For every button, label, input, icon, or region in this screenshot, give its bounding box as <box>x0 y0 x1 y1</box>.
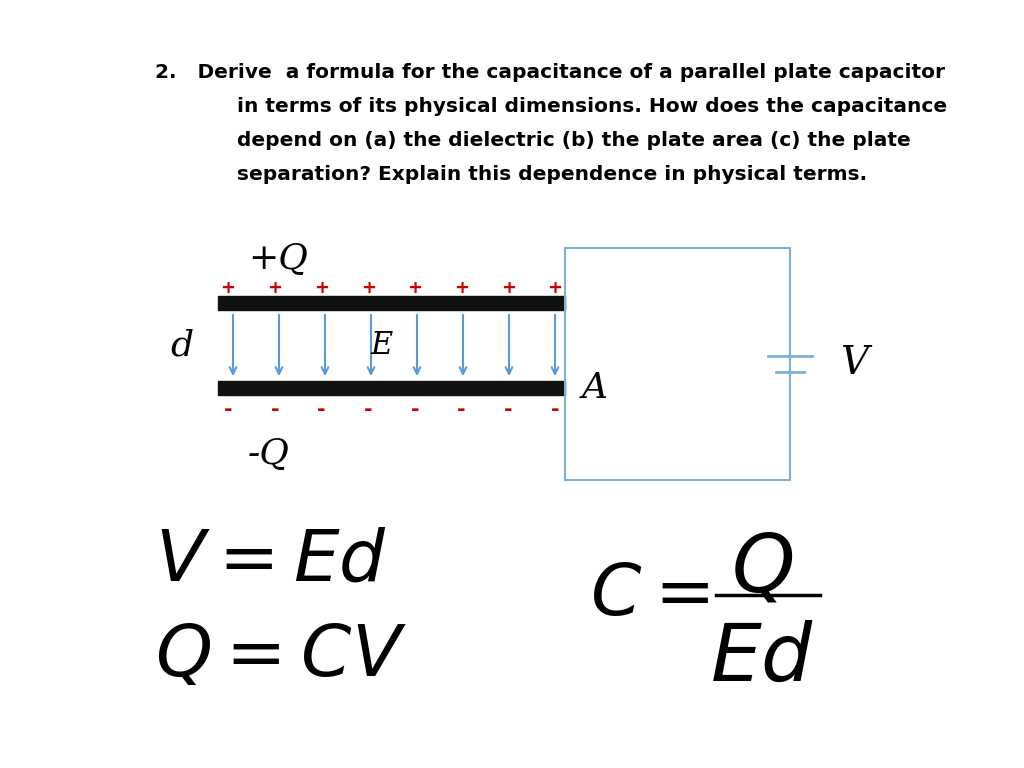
Text: -: - <box>364 400 373 420</box>
Text: $Q = CV$: $Q = CV$ <box>155 620 407 690</box>
Text: V: V <box>840 346 868 382</box>
Text: $Q$: $Q$ <box>731 530 793 607</box>
Text: $V = Ed$: $V = Ed$ <box>155 525 387 595</box>
Text: -: - <box>411 400 419 420</box>
Text: separation? Explain this dependence in physical terms.: separation? Explain this dependence in p… <box>195 165 867 184</box>
Text: +: + <box>454 279 469 297</box>
Text: -Q: -Q <box>248 437 290 471</box>
Text: in terms of its physical dimensions. How does the capacitance: in terms of its physical dimensions. How… <box>195 97 947 116</box>
Text: +: + <box>360 279 376 297</box>
Text: -: - <box>223 400 232 420</box>
Text: $C =$: $C =$ <box>590 560 710 631</box>
Bar <box>218 381 565 395</box>
Text: -: - <box>270 400 279 420</box>
Text: +: + <box>548 279 562 297</box>
Bar <box>565 248 790 480</box>
Text: +: + <box>408 279 422 297</box>
Text: +Q: +Q <box>248 242 308 276</box>
Text: -: - <box>551 400 559 420</box>
Text: A: A <box>582 371 608 405</box>
Text: -: - <box>504 400 513 420</box>
Text: E: E <box>371 330 392 361</box>
Text: depend on (a) the dielectric (b) the plate area (c) the plate: depend on (a) the dielectric (b) the pla… <box>195 131 910 150</box>
Text: 2.   Derive  a formula for the capacitance of a parallel plate capacitor: 2. Derive a formula for the capacitance … <box>155 63 945 82</box>
Text: +: + <box>501 279 516 297</box>
Text: -: - <box>317 400 326 420</box>
Text: +: + <box>314 279 329 297</box>
Text: -: - <box>458 400 466 420</box>
Text: +: + <box>220 279 236 297</box>
Text: d: d <box>170 329 194 362</box>
Text: $Ed$: $Ed$ <box>710 620 814 697</box>
Bar <box>218 296 565 310</box>
Text: +: + <box>267 279 283 297</box>
